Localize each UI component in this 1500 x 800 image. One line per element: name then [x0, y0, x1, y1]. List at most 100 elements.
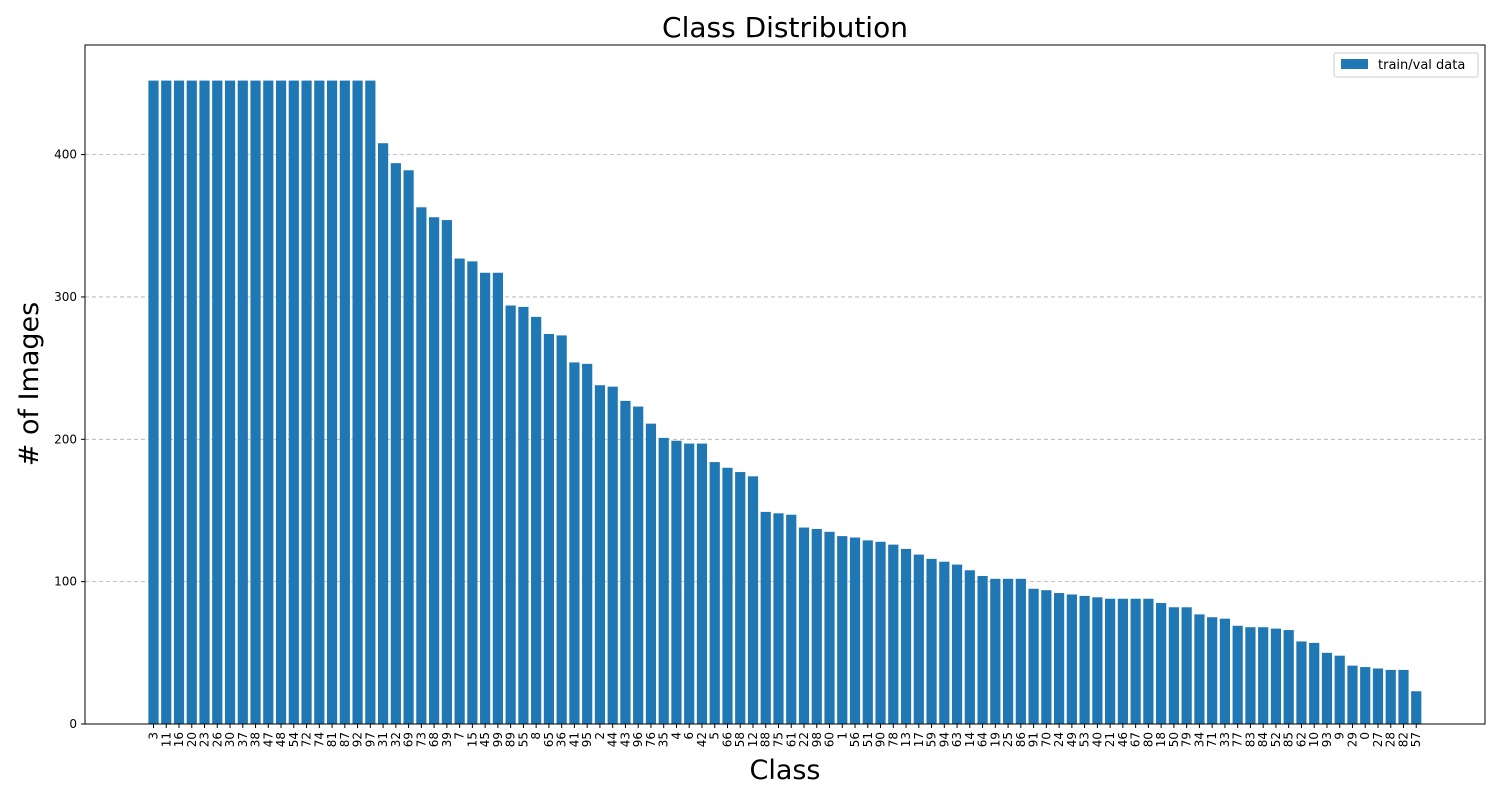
x-tick-label: 90	[874, 732, 888, 747]
x-tick-label: 35	[657, 732, 671, 747]
x-tick-label: 76	[644, 732, 658, 747]
bar	[977, 575, 988, 724]
x-tick-label: 67	[1129, 732, 1143, 747]
bar	[1372, 668, 1384, 724]
bar	[747, 476, 759, 724]
x-tick-label: 52	[1269, 732, 1283, 747]
x-tick-label: 69	[402, 732, 416, 747]
bar	[1207, 617, 1218, 724]
x-tick-label: 45	[478, 732, 492, 747]
bar	[263, 80, 274, 724]
x-tick-label: 95	[580, 732, 594, 747]
x-tick-label: 2	[593, 732, 607, 740]
y-tick-label: 0	[69, 717, 77, 731]
bar	[429, 217, 440, 724]
x-tick-label: 58	[733, 732, 747, 747]
x-tick-label: 84	[1256, 732, 1270, 747]
x-tick-label: 94	[937, 732, 951, 747]
y-tick-label: 300	[54, 290, 77, 304]
x-tick-label: 34	[1192, 732, 1206, 747]
bar	[1015, 578, 1026, 724]
x-tick-label: 66	[720, 732, 734, 747]
bar	[722, 467, 733, 724]
legend-label: train/val data	[1378, 58, 1465, 73]
x-tick-label: 81	[325, 732, 339, 747]
x-tick-label: 4	[669, 732, 683, 740]
x-tick-label: 5	[708, 732, 722, 740]
bar	[671, 440, 682, 724]
bar	[352, 80, 363, 724]
bar	[990, 578, 1001, 724]
bar	[365, 80, 376, 724]
x-tick-label: 15	[465, 732, 479, 747]
x-tick-label: 44	[606, 732, 620, 747]
x-tick-label: 70	[1039, 732, 1053, 747]
x-tick-label: 96	[631, 732, 645, 747]
x-tick-label: 11	[159, 732, 173, 747]
x-tick-label: 86	[1014, 732, 1028, 747]
bar	[798, 527, 810, 724]
x-tick-label: 21	[1103, 732, 1117, 747]
x-tick-label: 54	[287, 732, 301, 747]
x-tick-label: 59	[925, 732, 939, 747]
x-tick-label: 78	[886, 732, 900, 747]
bar	[735, 472, 746, 724]
bar	[186, 80, 197, 724]
bar	[480, 272, 491, 724]
bar	[900, 548, 912, 724]
bar	[454, 258, 465, 724]
x-axis-label: Class	[749, 755, 820, 786]
x-tick-label: 10	[1307, 732, 1321, 747]
x-tick-label: 33	[1218, 732, 1232, 747]
bar	[633, 406, 644, 724]
bar	[505, 305, 516, 724]
bar	[1296, 641, 1307, 724]
bar	[441, 220, 452, 724]
bar	[1105, 598, 1116, 724]
x-tick-label: 26	[210, 732, 224, 747]
bar	[658, 437, 669, 724]
x-tick-label: 46	[1116, 732, 1130, 747]
x-tick-label: 30	[223, 732, 237, 747]
bar	[326, 80, 338, 724]
bar	[377, 143, 389, 725]
bar	[696, 443, 708, 724]
bar	[1360, 667, 1371, 724]
x-tick-label: 16	[172, 732, 186, 747]
x-tick-label: 14	[963, 732, 977, 747]
bar	[620, 400, 631, 724]
x-tick-label: 29	[1345, 732, 1359, 747]
x-tick-label: 74	[312, 732, 326, 747]
bar	[1232, 625, 1243, 724]
bar	[1334, 655, 1345, 724]
x-tick-label: 38	[249, 732, 263, 747]
bar	[250, 80, 261, 724]
x-tick-label: 75	[771, 732, 785, 747]
bar	[173, 80, 185, 724]
bar	[1258, 627, 1269, 724]
x-tick-label: 9	[1333, 732, 1347, 740]
x-tick-label: 24	[1052, 732, 1066, 747]
x-tick-label: 72	[300, 732, 314, 747]
x-tick-label: 23	[198, 732, 212, 747]
x-tick-label: 98	[810, 732, 824, 747]
bar	[607, 386, 618, 724]
x-tick-label: 7	[453, 732, 467, 740]
x-tick-label: 55	[516, 732, 530, 747]
bar	[1347, 665, 1358, 724]
bar	[390, 163, 401, 724]
legend-swatch	[1341, 59, 1368, 69]
bar	[1194, 614, 1205, 724]
x-tick-label: 65	[542, 732, 556, 747]
x-axis-ticks: 3111620232630373847485472748187929731326…	[147, 724, 1423, 747]
x-tick-label: 82	[1396, 732, 1410, 747]
bar	[1270, 628, 1282, 724]
bar	[1002, 578, 1014, 724]
x-tick-label: 60	[823, 732, 837, 747]
x-tick-label: 57	[1409, 732, 1423, 747]
x-tick-label: 41	[567, 732, 581, 747]
bar	[1092, 597, 1103, 724]
x-tick-label: 3	[147, 732, 161, 740]
x-tick-label: 71	[1205, 732, 1219, 747]
